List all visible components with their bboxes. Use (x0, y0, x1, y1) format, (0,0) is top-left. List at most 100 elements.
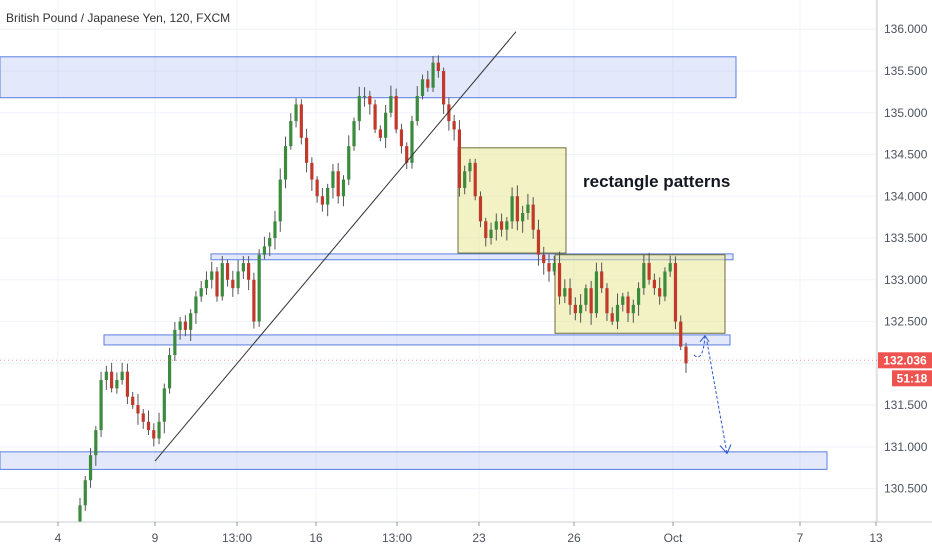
candle-body (368, 96, 372, 105)
candle (289, 113, 293, 150)
candle (668, 255, 672, 277)
candle-body (310, 162, 314, 180)
candle (83, 475, 87, 511)
candle (178, 316, 182, 340)
candle-body (162, 388, 166, 422)
candle-body (341, 179, 346, 197)
candle-body (589, 288, 593, 314)
candle (557, 251, 562, 305)
price-tick-label: 131.000 (884, 440, 928, 454)
projection-drop (706, 341, 728, 454)
candle (225, 259, 230, 287)
time-tick-label: 13:00 (222, 531, 252, 545)
candle (621, 292, 625, 312)
candle-body (684, 346, 688, 364)
candle-body (463, 171, 467, 188)
candle (394, 88, 398, 134)
candle-body (626, 296, 630, 314)
candle-body (357, 96, 361, 122)
candle (362, 87, 367, 107)
candle-body (410, 121, 414, 163)
candle-body (547, 263, 551, 272)
price-tick-label: 130.500 (884, 482, 928, 496)
candle-body (557, 263, 562, 297)
candle (521, 205, 525, 233)
candle (658, 277, 662, 305)
projection-pullback (693, 335, 706, 358)
candle-body (600, 271, 604, 289)
candle (326, 183, 330, 217)
candle (489, 222, 493, 245)
candle-body (131, 396, 135, 406)
candle-body (384, 112, 388, 138)
candle-body (336, 171, 340, 197)
candle-body (499, 221, 504, 230)
candle (152, 423, 156, 447)
candle-body (536, 229, 541, 255)
time-tick-label: 9 (152, 531, 159, 545)
time-tick-label: 16 (309, 531, 323, 545)
candle (431, 55, 435, 92)
candle (663, 267, 667, 302)
candle (373, 99, 377, 134)
candle (468, 158, 472, 182)
candle-body (373, 104, 377, 130)
time-tick-label: Oct (664, 531, 683, 545)
candle (268, 232, 272, 257)
candle-body (652, 279, 656, 289)
candle-body (146, 421, 151, 431)
candle (125, 363, 130, 405)
candle (436, 55, 440, 78)
candle-body (478, 196, 483, 222)
candle (304, 128, 309, 173)
countdown-badge (892, 370, 932, 387)
candle (131, 391, 135, 409)
candle (262, 236, 267, 260)
candle-body (157, 421, 161, 439)
candle-body (167, 354, 172, 389)
candle-body (299, 104, 303, 138)
candle-body (289, 121, 293, 147)
zone-target-zone (0, 451, 828, 470)
candle (484, 217, 488, 247)
candle (88, 448, 93, 488)
candle (510, 187, 514, 229)
candle (194, 291, 198, 324)
candle-body (668, 263, 672, 272)
price-tick-label: 133.500 (884, 231, 928, 245)
candle-body (658, 288, 662, 297)
candle-body (426, 79, 430, 88)
price-tick-label: 136.000 (884, 22, 928, 36)
candle (605, 283, 609, 321)
candles (78, 55, 688, 531)
candle (594, 262, 599, 318)
candle (120, 362, 124, 385)
candle-body (125, 371, 130, 397)
candle (110, 362, 114, 393)
candle (531, 197, 535, 239)
current-price: 132.036 51:18 (0, 352, 932, 387)
candle (136, 393, 140, 425)
candle-body (457, 129, 462, 188)
candle (173, 321, 177, 362)
candle (294, 98, 298, 128)
candle-body (94, 430, 98, 456)
price-tick-label: 131.500 (884, 398, 928, 412)
zones (0, 56, 828, 470)
candle (204, 271, 209, 295)
price-tick-label: 134.000 (884, 189, 928, 203)
candle-body (579, 304, 583, 314)
time-tick-label: 13 (869, 531, 883, 545)
candle (589, 280, 593, 325)
candle-body (636, 288, 641, 305)
candle-body (521, 212, 525, 222)
candle (679, 315, 683, 351)
candle (615, 293, 620, 330)
candle (347, 135, 351, 186)
candle-body (642, 263, 646, 289)
price-axis-bg (877, 0, 932, 550)
candle (584, 284, 588, 312)
candle (478, 191, 483, 228)
